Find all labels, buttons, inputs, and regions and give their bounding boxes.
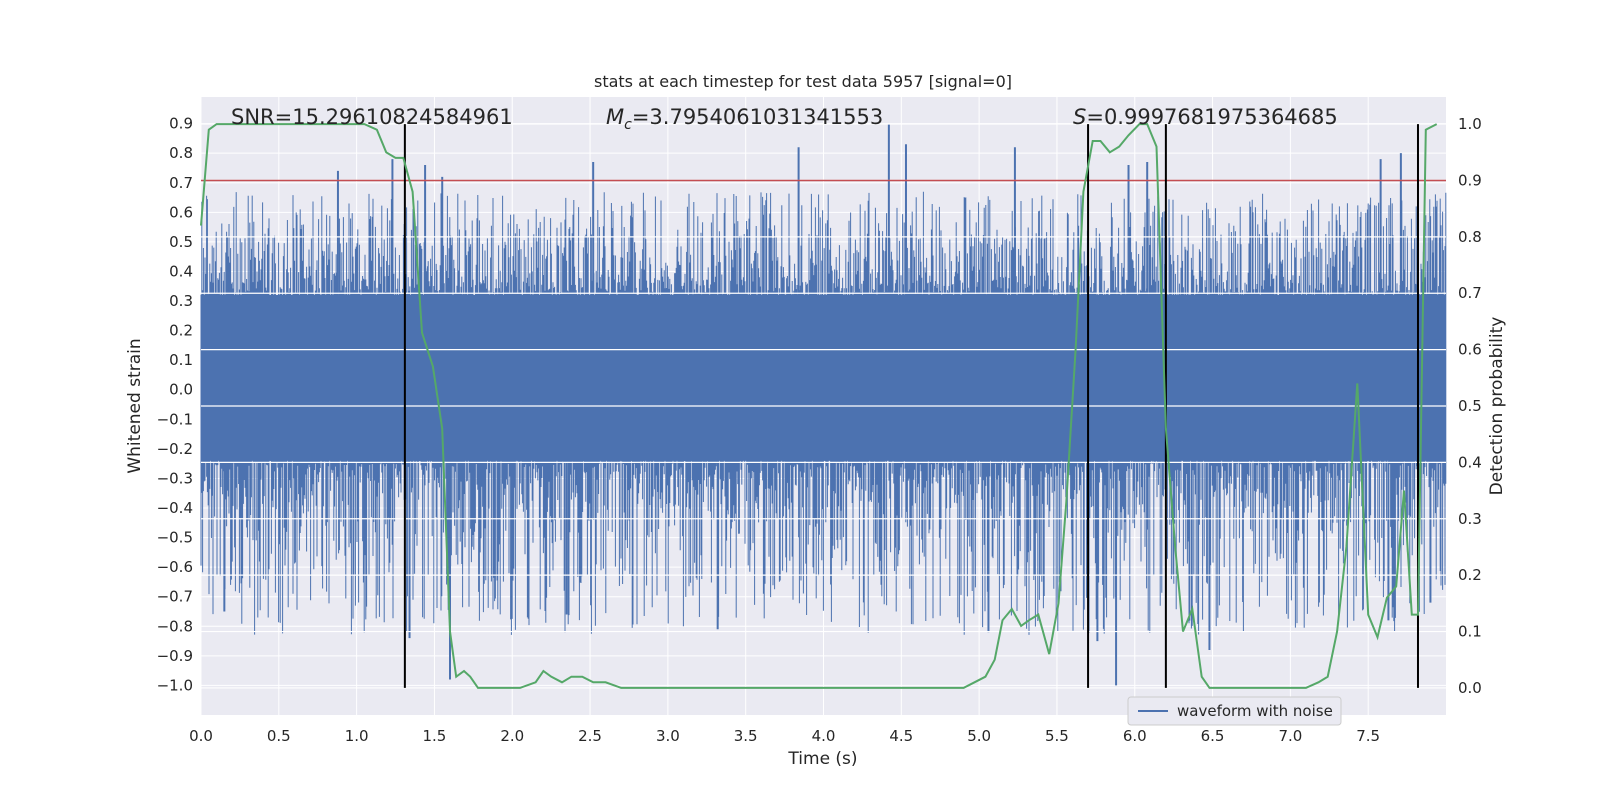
x-tick-label: 2.5 [578,727,602,745]
y2-tick-label: 0.7 [1458,284,1482,302]
y-tick-label: 0.0 [169,381,193,399]
y-tick-label: 0.4 [169,262,193,280]
y-tick-label: 0.2 [169,322,193,340]
y2-tick-labels: 1.0 0.9 0.8 0.7 0.6 0.5 0.4 0.3 0.2 0.1 0.0 [1458,115,1482,697]
y2-tick-label: 0.0 [1458,679,1482,697]
y-tick-label: −0.3 [157,469,193,487]
s-annotation: S=0.9997681975364685 [1073,105,1338,129]
x-tick-label: 1.5 [423,727,447,745]
y-tick-label: −0.5 [157,529,193,547]
x-tick-label: 5.0 [967,727,991,745]
x-tick-labels: 0.0 0.5 1.0 1.5 2.0 2.5 3.0 3.5 4.0 4.5 5.0 5.5 6.0 6… [189,727,1380,745]
x-tick-label: 7.5 [1356,727,1380,745]
y-tick-label: 0.9 [169,115,193,133]
y-tick-label: 0.8 [169,144,193,162]
y2-tick-label: 0.2 [1458,566,1482,584]
s-value: =0.9997681975364685 [1086,105,1337,129]
legend: waveform with noise [1127,696,1342,726]
y2-tick-label: 1.0 [1458,115,1482,133]
snr-annotation: SNR=15.29610824584961 [231,105,513,129]
x-tick-label: 3.5 [734,727,758,745]
x-tick-label: 4.5 [889,727,913,745]
x-tick-label: 6.0 [1123,727,1147,745]
waveform-series [200,123,1447,686]
x-axis-label: Time (s) [787,749,857,769]
y2-tick-label: 0.9 [1458,171,1482,189]
x-tick-label: 6.5 [1201,727,1225,745]
x-tick-label: 0.5 [267,727,291,745]
x-tick-label: 0.0 [189,727,213,745]
y2-tick-label: 0.3 [1458,510,1482,528]
y2-tick-label: 0.5 [1458,397,1482,415]
chirp-mass-value: =3.7954061031341553 [632,105,883,129]
y-tick-label: 0.3 [169,292,193,310]
y-tick-label: 0.7 [169,174,193,192]
x-tick-label: 5.5 [1045,727,1069,745]
legend-box [1127,696,1342,726]
y2-axis-label: Detection probability [1487,317,1507,496]
chirp-mass-subscript: c [624,117,632,133]
s-symbol: S [1073,105,1086,129]
y-tick-label: −0.6 [157,558,193,576]
y-tick-label: −0.2 [157,440,193,458]
y-axis-label: Whitened strain [125,338,145,473]
probability-line [200,123,1438,689]
y-tick-label: −0.9 [157,647,193,665]
y-tick-label: −0.7 [157,588,193,606]
y-tick-label: −0.4 [157,499,193,517]
y-tick-label: 0.5 [169,233,193,251]
y-tick-labels: 0.9 0.8 0.7 0.6 0.5 0.4 0.3 0.2 0.1 0.0 −0.1 −0.2 −0… [157,115,193,695]
x-tick-label: 1.0 [345,727,369,745]
y-tick-label: −0.8 [157,617,193,635]
chirp-mass-annotation: Mc=3.7954061031341553 [606,105,883,133]
chart-title: stats at each timestep for test data 595… [594,72,1012,91]
x-tick-label: 4.0 [812,727,836,745]
waveform-noise [200,191,1447,635]
y-tick-label: 0.1 [169,351,193,369]
y2-tick-label: 0.1 [1458,623,1482,641]
y2-tick-label: 0.4 [1458,453,1482,471]
y-tick-label: −1.0 [157,676,193,694]
legend-waveform-label: waveform with noise [1177,702,1333,720]
x-tick-label: 7.0 [1278,727,1302,745]
y-tick-label: 0.6 [169,203,193,221]
x-tick-label: 3.0 [656,727,680,745]
y2-tick-label: 0.6 [1458,341,1482,359]
chirp-mass-symbol: M [606,105,624,129]
y2-tick-label: 0.8 [1458,228,1482,246]
y-tick-label: −0.1 [157,410,193,428]
x-tick-label: 2.0 [500,727,524,745]
